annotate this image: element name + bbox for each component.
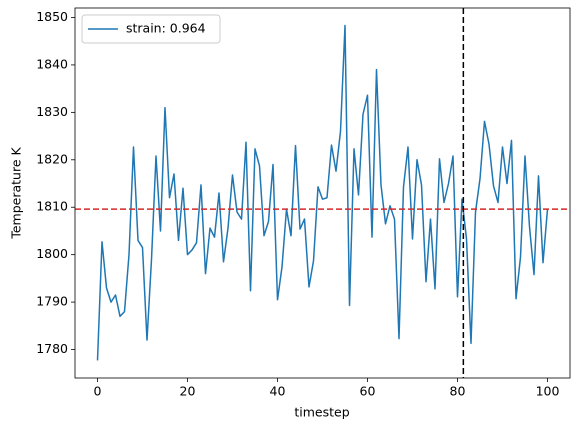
y-tick-label: 1830 <box>36 104 68 119</box>
x-tick-label: 100 <box>536 384 560 399</box>
y-tick-label: 1790 <box>36 294 68 309</box>
y-tick-label: 1840 <box>36 56 68 71</box>
legend-label: strain: 0.964 <box>126 21 206 36</box>
legend-box <box>81 14 221 44</box>
y-tick-label: 1800 <box>36 246 68 261</box>
x-tick-label: 80 <box>450 384 466 399</box>
x-tick-label: 20 <box>180 384 196 399</box>
x-tick-label: 60 <box>360 384 376 399</box>
y-axis-label: Temperature K <box>9 147 24 240</box>
y-tick-label: 1820 <box>36 151 68 166</box>
data-line <box>96 24 549 361</box>
x-axis-label: timestep <box>294 405 349 420</box>
y-tick-label: 1780 <box>36 341 68 356</box>
plot-frame <box>74 7 571 379</box>
x-tick-label: 0 <box>94 384 102 399</box>
y-tick-label: 1810 <box>36 199 68 214</box>
x-tick-label: 40 <box>270 384 286 399</box>
y-tick-label: 1850 <box>36 9 68 24</box>
